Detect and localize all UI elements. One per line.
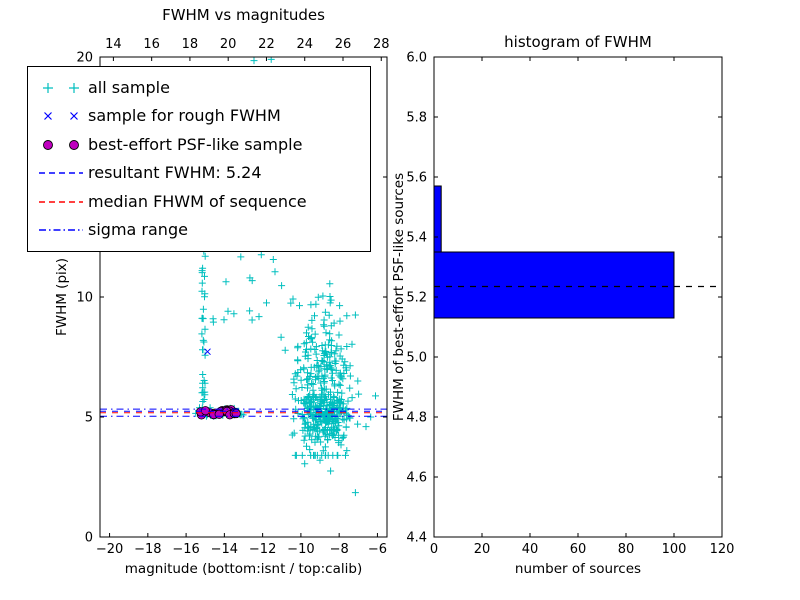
svg-text:−8: −8 [330, 542, 349, 557]
legend-item-all-sample: all sample [34, 75, 364, 101]
scatter-series-plus [192, 57, 379, 497]
svg-text:0: 0 [85, 531, 93, 546]
dashed-line-icon [34, 195, 88, 209]
svg-text:5.8: 5.8 [406, 111, 427, 126]
histogram-bar [433, 185, 442, 253]
svg-text:−6: −6 [368, 542, 387, 557]
svg-text:80: 80 [618, 542, 635, 557]
svg-text:5.2: 5.2 [406, 291, 427, 306]
svg-text:−12: −12 [249, 542, 276, 557]
histogram-bar [433, 251, 675, 319]
svg-text:100: 100 [662, 542, 687, 557]
legend-label: sigma range [88, 219, 188, 239]
dashed-line-icon [34, 166, 88, 180]
svg-text:14: 14 [105, 37, 122, 52]
legend-label: resultant FWHM: 5.24 [88, 163, 262, 183]
svg-text:20: 20 [474, 542, 491, 557]
svg-text:60: 60 [570, 542, 587, 557]
legend-label: best-effort PSF-like sample [88, 134, 303, 154]
right-plot: 0 20 40 60 80 100 120 4.4 4.6 4.8 5.0 5.2 5.4 5.6 5.8 6… [406, 51, 734, 558]
svg-text:28: 28 [373, 37, 390, 52]
legend-label: median FHWM of sequence [88, 191, 307, 211]
svg-text:4.4: 4.4 [406, 531, 427, 546]
legend-item-sigma-range: sigma range [34, 217, 364, 243]
svg-text:120: 120 [710, 542, 735, 557]
svg-text:5.6: 5.6 [406, 171, 427, 186]
svg-text:6.0: 6.0 [406, 51, 427, 66]
legend: all sample sample for rough FWHM best-ef… [27, 66, 371, 252]
x-marker-icon [34, 109, 88, 123]
legend-item-rough-fwhm: sample for rough FWHM [34, 103, 364, 129]
legend-item-median-fwhm: median FHWM of sequence [34, 189, 364, 215]
svg-text:−14: −14 [211, 542, 238, 557]
svg-text:20: 20 [76, 51, 93, 66]
svg-text:22: 22 [258, 37, 275, 52]
svg-text:−16: −16 [172, 542, 199, 557]
svg-text:−10: −10 [287, 542, 314, 557]
svg-text:−20: −20 [96, 542, 123, 557]
svg-text:18: 18 [182, 37, 199, 52]
legend-label: all sample [88, 78, 170, 97]
dashdot-line-icon [34, 223, 88, 237]
legend-label: sample for rough FWHM [88, 106, 281, 126]
scatter-series-x [204, 348, 211, 356]
right-plot-ylabel: FWHM of best-effort PSF-like sources [391, 172, 407, 422]
svg-text:24: 24 [296, 37, 313, 52]
svg-text:4.8: 4.8 [406, 411, 427, 426]
legend-item-resultant-fwhm: resultant FWHM: 5.24 [34, 160, 364, 186]
svg-text:16: 16 [143, 37, 160, 52]
left-plot-xlabel: magnitude (bottom:isnt / top:calib) [124, 561, 363, 577]
svg-text:4.6: 4.6 [406, 471, 427, 486]
svg-text:26: 26 [335, 37, 352, 52]
circle-marker-icon [34, 138, 88, 152]
svg-text:−18: −18 [134, 542, 161, 557]
svg-text:5.4: 5.4 [406, 231, 427, 246]
svg-text:10: 10 [76, 291, 93, 306]
svg-text:20: 20 [220, 37, 237, 52]
svg-text:5.0: 5.0 [406, 351, 427, 366]
svg-text:0: 0 [430, 542, 438, 557]
right-plot-xlabel: number of sources [514, 561, 642, 577]
legend-item-psf-sample: best-effort PSF-like sample [34, 132, 364, 158]
left-plot-ylabel: FWHM (pix) [54, 257, 70, 337]
svg-text:40: 40 [522, 542, 539, 557]
left-plot-title: FWHM vs magnitudes [162, 6, 325, 24]
plus-marker-icon [34, 81, 88, 95]
svg-text:5: 5 [85, 411, 93, 426]
right-plot-title: histogram of FWHM [504, 33, 652, 51]
